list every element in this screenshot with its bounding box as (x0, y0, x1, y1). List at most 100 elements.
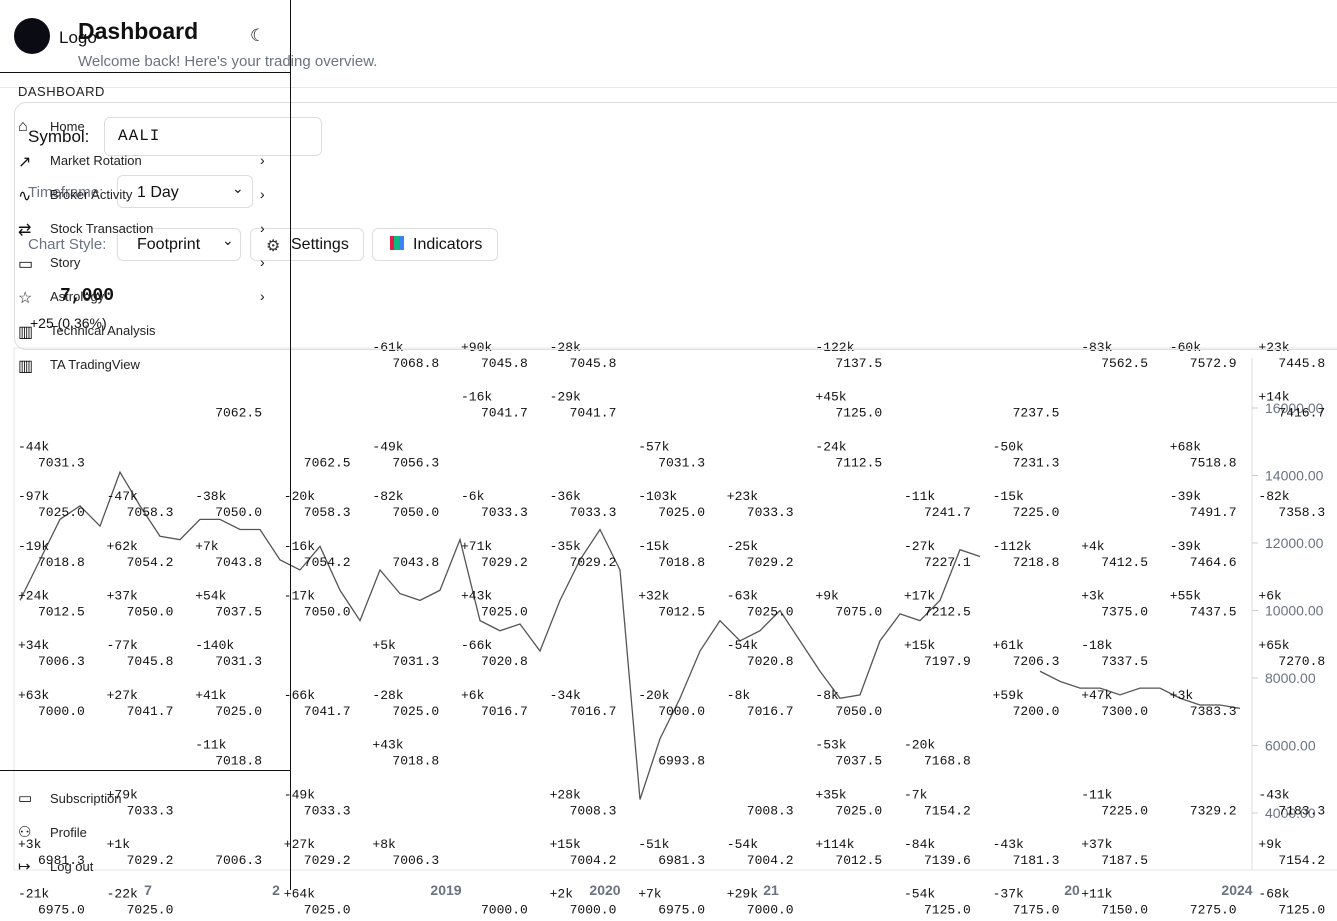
settings-button[interactable] (250, 228, 364, 261)
x-tick-label: 2020 (589, 882, 620, 898)
footprint-delta: -29k (550, 390, 581, 405)
settings-icon: ⚙ (266, 238, 281, 255)
footprint-price: 7337.5 (1101, 654, 1148, 669)
footprint-delta: +14k (1258, 390, 1289, 405)
y-tick-label: 4000.00 (1265, 805, 1316, 821)
footprint-price: 7012.5 (835, 853, 882, 868)
footprint-price: 7000.0 (570, 903, 617, 918)
footprint-price: 7043.8 (215, 555, 262, 570)
nav-item[interactable]: Technical Analysis (50, 323, 156, 338)
timeframe-label: Timeframe: (28, 184, 104, 201)
nav-item[interactable]: Astrology (50, 289, 105, 304)
timeframe-value: 1 Day (137, 184, 179, 201)
footprint-price: 6981.3 (658, 853, 705, 868)
nav-item[interactable]: Broker Activity (50, 187, 133, 202)
footprint-delta: -7k (904, 787, 928, 802)
footprint-delta: -28k (372, 688, 403, 703)
divider (0, 87, 1337, 88)
footprint-delta: -54k (727, 837, 758, 852)
footprint-delta: +59k (993, 688, 1024, 703)
footprint-price: 7012.5 (38, 605, 85, 620)
footprint-delta: +54k (195, 589, 226, 604)
footprint-delta: +68k (1170, 439, 1201, 454)
nav-icon: ☆ (18, 290, 33, 307)
nav-item[interactable]: Home (50, 119, 85, 134)
footprint-delta: +47k (1081, 688, 1112, 703)
footprint-delta: -83k (1081, 340, 1112, 355)
footprint-price: 7125.0 (924, 903, 971, 918)
style-select[interactable] (117, 228, 241, 261)
footprint-delta: +114k (815, 837, 854, 852)
footprint-delta: +6k (461, 688, 485, 703)
nav-icon: ∿ (18, 188, 32, 205)
footprint-delta: +62k (107, 539, 138, 554)
footprint-delta: +5k (372, 638, 396, 653)
nav-item[interactable]: Subscription (50, 791, 122, 806)
footprint-price: 7168.8 (924, 754, 971, 769)
footprint-price: 7041.7 (570, 406, 617, 421)
y-tick-label: 10000.00 (1265, 603, 1324, 619)
footprint-price: 7029.2 (127, 853, 174, 868)
footprint-price: 7031.3 (392, 654, 439, 669)
footprint-price: 7018.8 (38, 555, 85, 570)
nav-item[interactable]: Stock Transaction (50, 221, 154, 236)
timeframe-select[interactable] (117, 175, 253, 208)
footprint-delta: -37k (993, 887, 1024, 902)
footprint-price: 7041.7 (127, 704, 174, 719)
footprint-price: 7412.5 (1101, 555, 1148, 570)
footprint-price: 7016.7 (481, 704, 528, 719)
nav-item[interactable]: Market Rotation (50, 153, 142, 168)
footprint-delta: -18k (1081, 638, 1112, 653)
symbol-input[interactable] (104, 117, 322, 156)
footprint-price: 7004.2 (747, 853, 794, 868)
footprint-delta: -43k (993, 837, 1024, 852)
footprint-price: 7050.0 (835, 704, 882, 719)
footprint-delta: -39k (1170, 489, 1201, 504)
y-tick-label: 6000.00 (1265, 738, 1316, 754)
footprint-delta: -20k (638, 688, 669, 703)
footprint-price: 7033.3 (481, 505, 528, 520)
footprint-price: 7150.0 (1101, 903, 1148, 918)
footprint-price: 7037.5 (215, 605, 262, 620)
footprint-price: 7137.5 (835, 356, 882, 371)
footprint-price: 7033.3 (127, 803, 174, 818)
nav-item[interactable]: Log out (50, 859, 94, 874)
footprint-delta: -11k (904, 489, 935, 504)
footprint-delta: -53k (815, 738, 846, 753)
footprint-price: 7562.5 (1101, 356, 1148, 371)
footprint-delta: +3k (1081, 589, 1105, 604)
footprint-delta: -11k (1081, 787, 1112, 802)
footprint-delta: +27k (284, 837, 315, 852)
footprint-price: 7329.2 (1190, 803, 1237, 818)
footprint-delta: +11k (1081, 887, 1112, 902)
sidebar-section: DASHBOARD (18, 84, 105, 99)
x-tick-label: 21 (763, 882, 779, 898)
footprint-price: 7464.6 (1190, 555, 1237, 570)
nav-chevron: › (260, 152, 265, 168)
footprint-delta: -50k (993, 439, 1024, 454)
nav-item[interactable]: Story (50, 255, 81, 270)
footprint-price: 7375.0 (1101, 605, 1148, 620)
footprint-price: 7000.0 (658, 704, 705, 719)
footprint-delta: +1k (107, 837, 131, 852)
footprint-delta: -60k (1170, 340, 1201, 355)
footprint-delta: +90k (461, 340, 492, 355)
page-subtitle: Welcome back! Here's your trading overvi… (78, 53, 378, 70)
footprint-price: 6975.0 (658, 903, 705, 918)
indicators-button[interactable] (372, 228, 498, 261)
footprint-delta: -17k (284, 589, 315, 604)
footprint-price: 7058.3 (127, 505, 174, 520)
nav-chevron: › (260, 288, 265, 304)
footprint-price: 7225.0 (1013, 505, 1060, 520)
nav-item[interactable]: TA TradingView (50, 357, 140, 372)
theme-toggle[interactable]: ☾ (250, 26, 266, 45)
footprint-delta: -112k (993, 539, 1032, 554)
nav-item[interactable]: Profile (50, 825, 87, 840)
footprint-delta: -103k (638, 489, 677, 504)
footprint-price: 7187.5 (1101, 853, 1148, 868)
footprint-price: 7445.8 (1278, 356, 1325, 371)
footprint-delta: +9k (1258, 837, 1282, 852)
footprint-delta: -15k (993, 489, 1024, 504)
footprint-price: 7025.0 (747, 605, 794, 620)
footprint-price: 7018.8 (215, 754, 262, 769)
